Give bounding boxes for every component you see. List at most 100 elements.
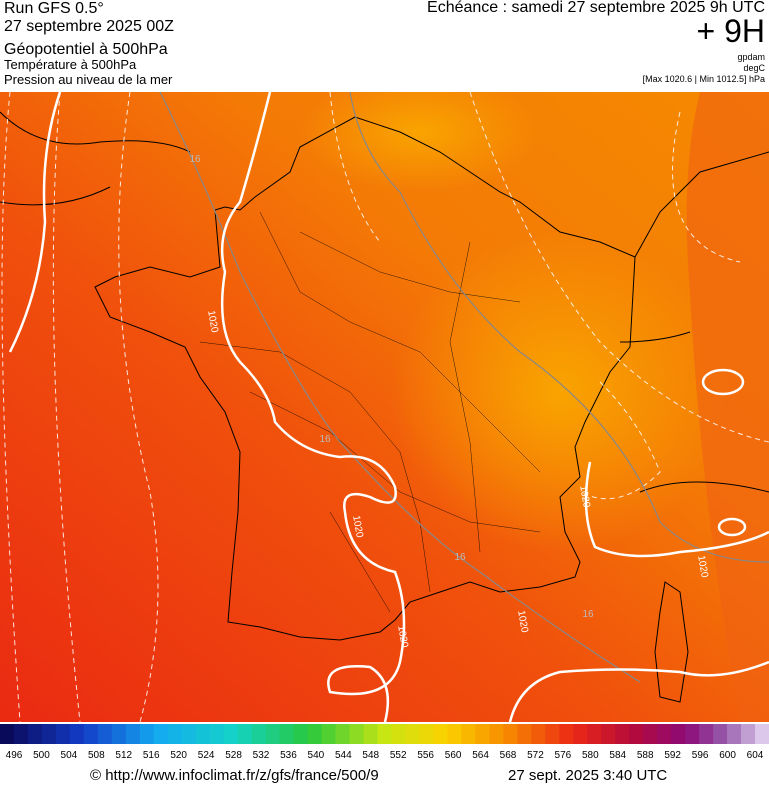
colorbar-cell [405,724,420,744]
colorbar-cell [97,724,113,744]
colorbar-cell [559,724,574,744]
colorbar-label: 540 [308,750,325,761]
colorbar-cell [321,724,337,744]
colorbar-label: 588 [637,750,654,761]
colorbar-cell [83,724,99,744]
colorbar-cell [685,724,700,744]
colorbar-cell [279,724,295,744]
colorbar-cell [125,724,141,744]
isotherm-label: 16 [319,434,331,445]
colorbar-label: 560 [445,750,462,761]
forecast-time: Echéance : samedi 27 septembre 2025 9h U… [427,0,765,16]
colorbar-cell [475,724,490,744]
isobar-label: 1020 [205,310,220,334]
colorbar-cell [489,724,504,744]
isobar-label: 1020 [515,610,530,634]
colorbar-label: 532 [253,750,270,761]
unit: degC [743,63,765,73]
admin-borders [199,211,541,613]
field-label: Température à 500hPa [4,57,137,72]
colorbar-label: 544 [335,750,352,761]
lead-time: + 9H [696,13,765,49]
isobar-label: 1020 [577,485,592,509]
colorbar-label: 596 [692,750,709,761]
colorbar-cell [615,724,630,744]
colorbar-label: 552 [390,750,407,761]
colorbar-cell [363,724,379,744]
colorbar-label: 580 [582,750,599,761]
colorbar-label: 584 [609,750,626,761]
colorbar-label: 604 [747,750,764,761]
field-label: Géopotentiel à 500hPa [4,41,168,58]
colorbar-cell [223,724,239,744]
map: 1020 1020 1020 1020 1020 1020 16 16 16 16 [0,92,769,722]
colorbar-cell [699,724,714,744]
colorbar-cell [237,724,253,744]
colorbar-cell [531,724,546,744]
colorbar-cell [377,724,392,744]
colorbar-cell [349,724,365,744]
colorbar-cell [195,724,211,744]
colorbar-label: 512 [115,750,132,761]
colorbar-cell [111,724,127,744]
issue-time: 27 sept. 2025 3:40 UTC [508,767,668,784]
colorbar-label: 600 [719,750,736,761]
colorbar-cell [447,724,462,744]
colorbar-label: 524 [198,750,215,761]
isobar-label: 1020 [695,555,710,579]
unit: gpdam [737,52,765,62]
colorbar-label: 572 [527,750,544,761]
colorbar: 496 500 504 508 512 516 520 524 528 532 536 540 544 5… [0,724,769,761]
colorbar-cell [335,724,351,744]
source-link[interactable]: © http://www.infoclimat.fr/z/gfs/france/… [90,767,379,784]
colorbar-label: 504 [61,750,78,761]
colorbar-cell [13,724,29,744]
colorbar-cell [251,724,267,744]
field-label: Pression au niveau de la mer [4,72,173,87]
colorbar-cell [167,724,183,744]
colorbar-cell [433,724,448,744]
isotherm-label: 16 [189,154,201,165]
field-high [390,232,730,552]
colorbar-cell [69,724,85,744]
colorbar-cell [503,724,518,744]
coastline [0,111,769,703]
colorbar-cell [587,724,602,744]
colorbar-cell [671,724,686,744]
colorbar-label: 564 [472,750,489,761]
colorbar-label: 508 [88,750,105,761]
colorbar-label: 568 [500,750,517,761]
colorbar-label: 528 [225,750,242,761]
colorbar-cell [545,724,560,744]
colorbar-cell [419,724,434,744]
colorbar-cell [713,724,728,744]
colorbar-cell [601,724,616,744]
colorbar-cell [629,724,644,744]
colorbar-label: 556 [417,750,434,761]
isotherm-label: 16 [582,609,594,620]
colorbar-cell [153,724,169,744]
colorbar-cell [0,724,15,744]
colorbar-cell [573,724,588,744]
colorbar-label: 520 [170,750,187,761]
colorbar-cell [307,724,323,744]
colorbar-cell [643,724,658,744]
colorbar-label: 496 [6,750,23,761]
isobar-label: 1020 [350,515,365,539]
colorbar-cell [209,724,225,744]
colorbar-label: 592 [664,750,681,761]
colorbar-cell [55,724,71,744]
pressure-range: [Max 1020.6 | Min 1012.5] hPa [642,74,765,84]
colorbar-label: 516 [143,750,160,761]
colorbar-cell [139,724,155,744]
isobar-label: 1020 [395,625,410,649]
colorbar-cell [391,724,406,744]
run-date: 27 septembre 2025 00Z [4,18,174,35]
colorbar-label: 536 [280,750,297,761]
colorbar-cell [27,724,43,744]
colorbar-cell [741,724,756,744]
colorbar-cell [755,724,769,744]
colorbar-cell [265,724,281,744]
colorbar-cell [461,724,476,744]
